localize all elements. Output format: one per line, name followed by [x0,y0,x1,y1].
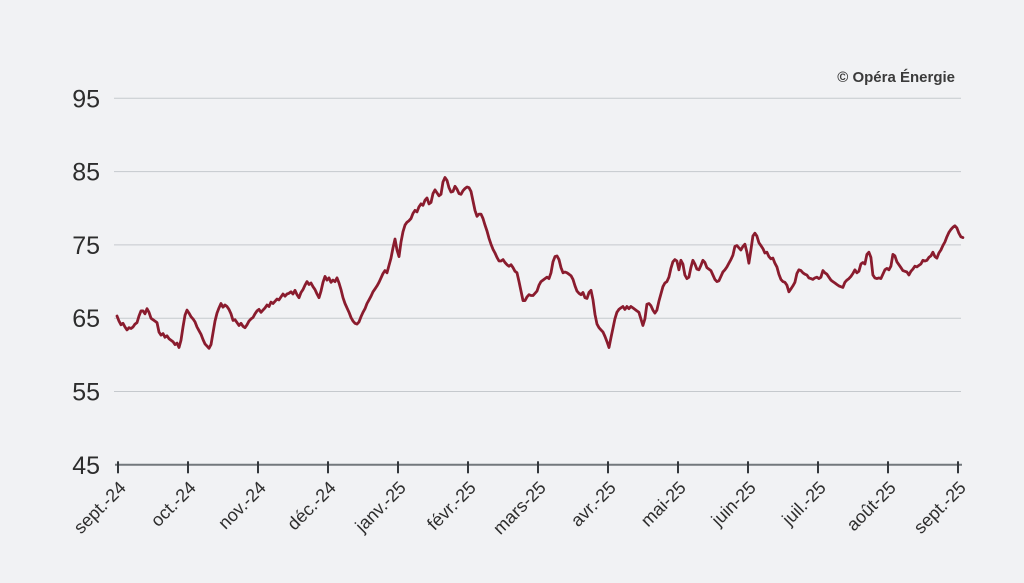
x-axis-label-aout-25: août-25 [843,477,900,534]
x-axis-group [115,461,962,474]
y-axis-label-55: 55 [72,379,100,407]
copyright-attribution: © Opéra Énergie [837,69,955,86]
x-axis-label-sept-24: sept.-24 [70,477,130,537]
y-axis-label-45: 45 [72,452,100,480]
x-axis-label-mars-25: mars-25 [489,477,550,538]
x-axis-label-mai-25: mai-25 [637,477,690,530]
y-axis-label-85: 85 [72,159,100,187]
y-axis-label-95: 95 [72,85,100,113]
y-axis-label-65: 65 [72,305,100,333]
axis-labels-group: 45 55 65 75 85 95 sept.-24 oct.-24 nov.-24 déc.-2… [70,85,970,538]
x-axis-label-juin-25: juin-25 [707,477,760,530]
x-axis-label-avr-25: avr.-25 [567,477,620,530]
x-axis-label-dec-24: déc.-24 [283,477,340,534]
x-axis-label-nov-24: nov.-24 [214,477,270,533]
x-axis-label-oct-24: oct.-24 [147,477,200,530]
y-axis-label-75: 75 [72,232,100,260]
x-axis-label-janv-25: janv.-25 [351,477,410,536]
x-axis-label-fevr-25: févr.-25 [423,477,480,534]
x-axis-label-sept-25: sept.-25 [910,477,970,537]
x-axis-label-juil-25: juil.-25 [777,477,829,529]
gridlines-group [114,97,961,392]
price-line-series [115,176,965,350]
